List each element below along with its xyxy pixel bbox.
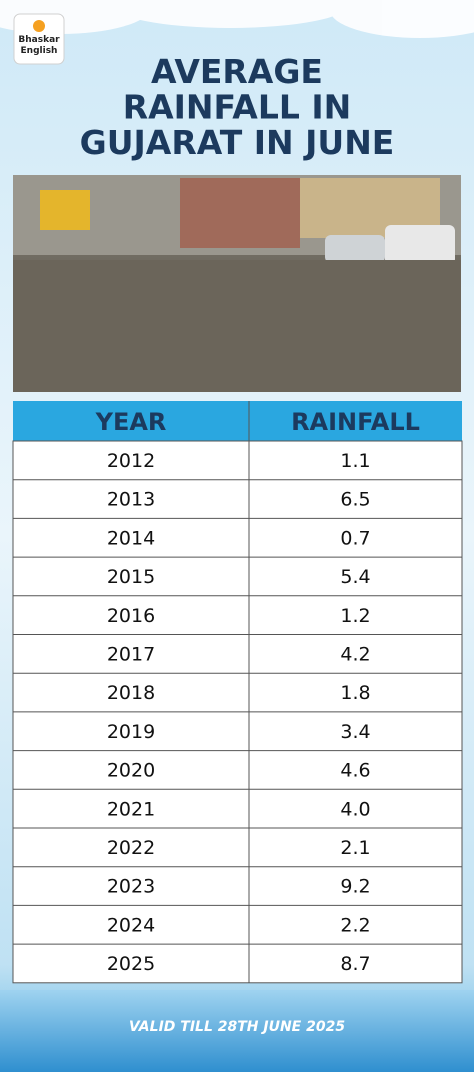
cell: 2.2 bbox=[340, 914, 370, 936]
cell: 9.2 bbox=[340, 876, 370, 898]
cell: 2013 bbox=[107, 489, 155, 511]
cell: 8.7 bbox=[340, 953, 370, 975]
cell: 2021 bbox=[107, 798, 155, 820]
header-cell: YEAR bbox=[95, 408, 167, 436]
cell: 2012 bbox=[107, 450, 155, 472]
cell: 2.1 bbox=[340, 837, 370, 859]
photo bbox=[13, 175, 461, 392]
water bbox=[0, 990, 474, 1072]
logo-box bbox=[13, 13, 65, 65]
cell: 4.0 bbox=[340, 798, 370, 820]
cell: 1.2 bbox=[340, 605, 370, 627]
table: YEAR RAINFALL 2012 1.1 2013 6.5 2014 0.7 2015 5.4… bbox=[12, 401, 463, 984]
footer: VALID TILL 28TH JUNE 2025 bbox=[129, 1019, 345, 1035]
cell: 2023 bbox=[107, 876, 155, 898]
cell: 2025 bbox=[107, 953, 155, 975]
cell: 2018 bbox=[107, 682, 155, 704]
logo-text: English bbox=[21, 46, 58, 56]
header-row bbox=[13, 401, 462, 441]
logo-text: Bhaskar bbox=[18, 35, 60, 45]
cell: 4.2 bbox=[340, 644, 370, 666]
cell: 2024 bbox=[107, 914, 155, 936]
title-line: RAINFALL IN bbox=[123, 88, 352, 127]
cell: 0.7 bbox=[340, 527, 370, 549]
cell: 6.5 bbox=[340, 489, 370, 511]
cell: 1.8 bbox=[340, 682, 370, 704]
cell: 2022 bbox=[107, 837, 155, 859]
cell: 3.4 bbox=[340, 721, 370, 743]
cell: 2014 bbox=[107, 527, 155, 549]
title-line: GUJARAT IN JUNE bbox=[80, 123, 395, 162]
cell: 2015 bbox=[107, 566, 155, 588]
cell: 2017 bbox=[107, 644, 155, 666]
cell: 2016 bbox=[107, 605, 155, 627]
cell: 5.4 bbox=[340, 566, 370, 588]
cell: 2019 bbox=[107, 721, 155, 743]
title-line: AVERAGE bbox=[151, 52, 323, 91]
cell: 1.1 bbox=[340, 450, 370, 472]
cell: 4.6 bbox=[340, 760, 370, 782]
cell: 2020 bbox=[107, 760, 155, 782]
logo-icon bbox=[33, 20, 45, 32]
header-cell: RAINFALL bbox=[291, 408, 420, 436]
